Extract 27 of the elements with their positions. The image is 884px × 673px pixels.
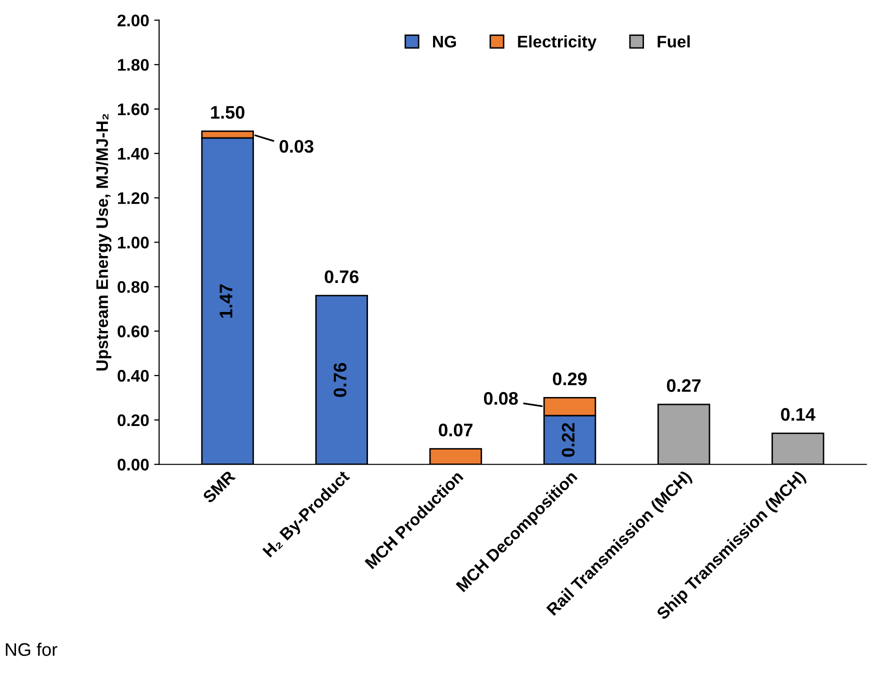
data-label: 0.03 — [280, 140, 314, 153]
total-label: 0.27 — [666, 379, 701, 392]
total-label: 0.14 — [781, 408, 816, 421]
y-tick-label: 1.00 — [118, 236, 149, 248]
y-tick-label: 0.40 — [118, 370, 149, 382]
text: NG for — [6, 642, 58, 656]
y-tick-label: 0.20 — [118, 414, 149, 426]
y-tick-label: 2.00 — [118, 14, 149, 26]
data-label: 0.22 — [562, 423, 575, 457]
data-label: 0.76 — [334, 363, 346, 397]
y-tick-label: 1.60 — [118, 103, 149, 116]
y-tick-label: 1.40 — [118, 148, 149, 160]
y-tick-label: 1.80 — [118, 59, 149, 71]
total-label: 0.29 — [552, 372, 587, 386]
y-tick-label: 0.00 — [118, 458, 149, 471]
data-label: 0.08 — [484, 392, 518, 405]
total-label: 0.07 — [438, 424, 472, 436]
data-label: 1.47 — [220, 284, 232, 318]
total-label: 0.76 — [324, 270, 359, 284]
y-tick-label: 0.80 — [118, 281, 149, 293]
legend-label: Electricity — [518, 35, 597, 51]
y-tick-label: 0.60 — [118, 326, 149, 338]
legend-label: Fuel — [658, 35, 690, 48]
y-axis-title: Upstream Energy Use, MJ/MJ-H₂ — [96, 114, 112, 370]
total-label: 1.50 — [211, 106, 244, 119]
y-tick-label: 1.20 — [118, 192, 149, 204]
legend-label: NG — [433, 36, 456, 48]
